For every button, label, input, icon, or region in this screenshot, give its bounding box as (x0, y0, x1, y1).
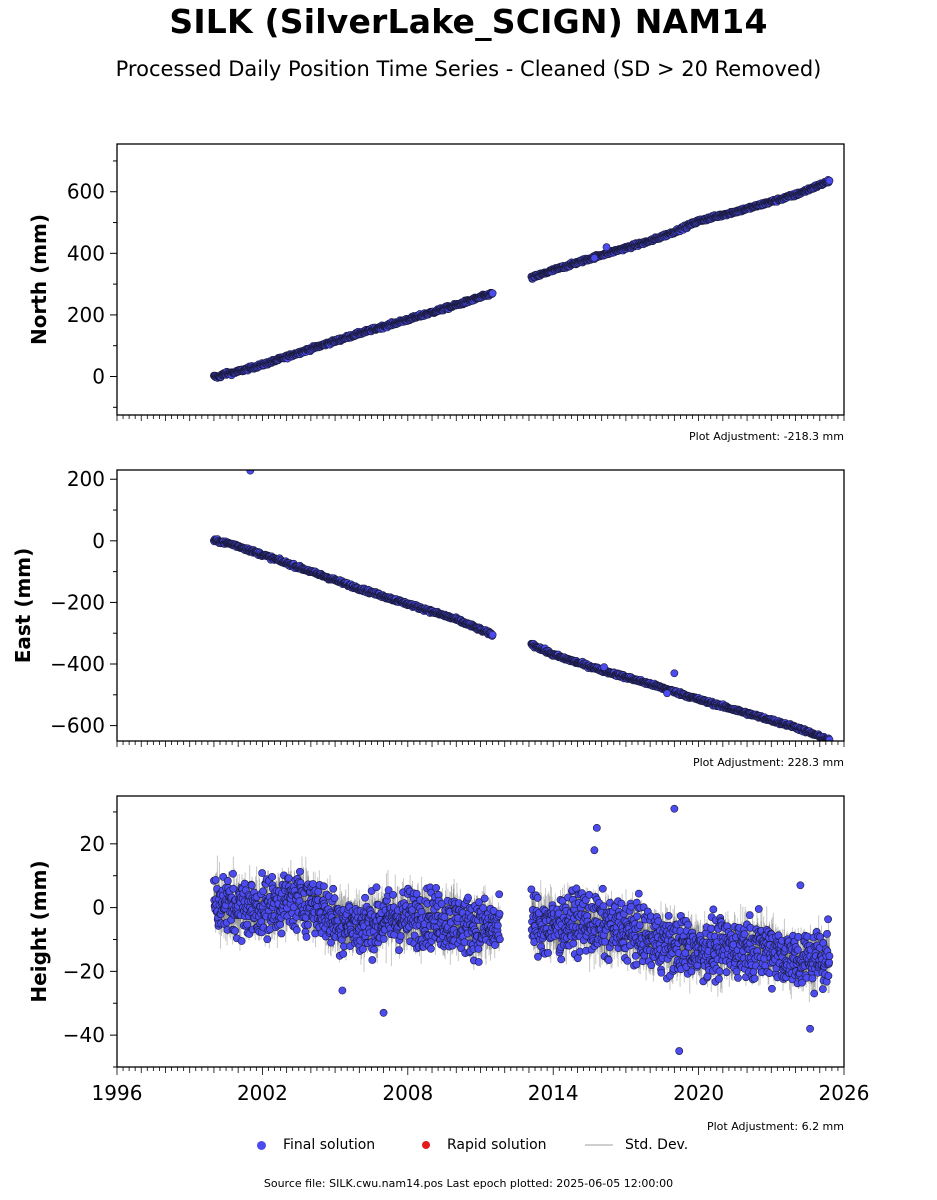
y-tick-label: 200 (67, 467, 105, 491)
panel-1: −600 −400 −200 0 200 East (mm) Plot Adjustment… (11, 467, 845, 769)
data-point (240, 879, 249, 888)
plot-adjustment-note: Plot Adjustment: 228.3 mm (693, 756, 844, 769)
y-tick-label: −400 (50, 652, 105, 676)
axes-frame (116, 469, 845, 742)
data-point (495, 935, 504, 944)
data-point (495, 890, 504, 899)
data-point (289, 903, 298, 912)
plot-adjustment-note: Plot Adjustment: -218.3 mm (689, 430, 844, 443)
data-point (223, 877, 232, 885)
outlier-point (602, 243, 611, 252)
data-point (440, 913, 449, 921)
chart-subtitle: Processed Daily Position Time Series - C… (115, 57, 822, 81)
data-point (825, 176, 834, 185)
data-point (237, 937, 246, 945)
data-point (276, 920, 285, 929)
data-point (339, 949, 348, 958)
outlier-point (590, 254, 599, 262)
data-point (277, 929, 286, 938)
y-tick-label: 0 (92, 365, 105, 389)
panel-0: 0 200 400 600 North (mm) Plot Adjustment: -21… (27, 143, 845, 443)
panel-data (210, 470, 834, 741)
data-point (243, 920, 252, 929)
data-point (229, 884, 238, 893)
data-point (311, 929, 320, 938)
data-point (284, 874, 293, 883)
panel-data (210, 176, 834, 382)
data-point (384, 886, 393, 895)
outlier-point (670, 669, 679, 678)
data-point (258, 869, 267, 877)
y-tick-label: 400 (67, 241, 105, 265)
data-point (379, 935, 388, 943)
y-tick-label: 0 (92, 529, 105, 553)
data-point (408, 905, 417, 914)
data-point (475, 898, 483, 907)
data-point (427, 944, 435, 953)
data-point (488, 630, 497, 639)
data-point (372, 883, 381, 892)
data-point (488, 289, 497, 298)
data-point (211, 875, 220, 884)
y-tick-label: −600 (50, 714, 105, 738)
data-point (309, 880, 317, 888)
data-point (314, 887, 323, 896)
data-point (361, 893, 369, 902)
data-point (474, 958, 483, 966)
data-point (493, 921, 502, 930)
data-point (396, 932, 405, 940)
panel-data (210, 804, 834, 1055)
data-point (268, 872, 277, 881)
data-point (389, 890, 398, 899)
data-point (329, 884, 338, 893)
data-point (457, 944, 465, 953)
data-point (292, 926, 301, 934)
y-axis-label: North (mm) (27, 214, 51, 345)
data-point (330, 894, 339, 903)
data-point (464, 893, 472, 902)
data-point (368, 956, 377, 964)
data-point (359, 945, 367, 954)
data-point (229, 869, 237, 878)
data-point (825, 735, 834, 741)
outlier-point (663, 689, 671, 698)
data-point (231, 926, 239, 935)
data-point (303, 920, 312, 929)
data-point (370, 945, 378, 954)
data-point (491, 941, 499, 949)
data-point (327, 938, 335, 947)
y-tick-label: −200 (50, 590, 105, 614)
data-point (437, 900, 446, 908)
data-point (302, 933, 311, 941)
data-point (263, 935, 272, 944)
data-point (474, 944, 483, 953)
data-point (319, 882, 328, 891)
y-tick-label: 600 (67, 180, 105, 204)
y-axis-label: East (mm) (11, 548, 35, 664)
data-point (495, 909, 504, 918)
data-point (295, 867, 304, 876)
data-point (395, 946, 403, 955)
data-point (480, 894, 489, 903)
y-tick-label: 200 (67, 303, 105, 327)
data-point (259, 887, 268, 896)
data-point (247, 881, 256, 890)
data-point (432, 883, 441, 892)
chart-title: SILK (SilverLake_SCIGN) NAM14 (169, 2, 768, 41)
data-point (412, 889, 421, 898)
outlier-point (600, 663, 608, 671)
